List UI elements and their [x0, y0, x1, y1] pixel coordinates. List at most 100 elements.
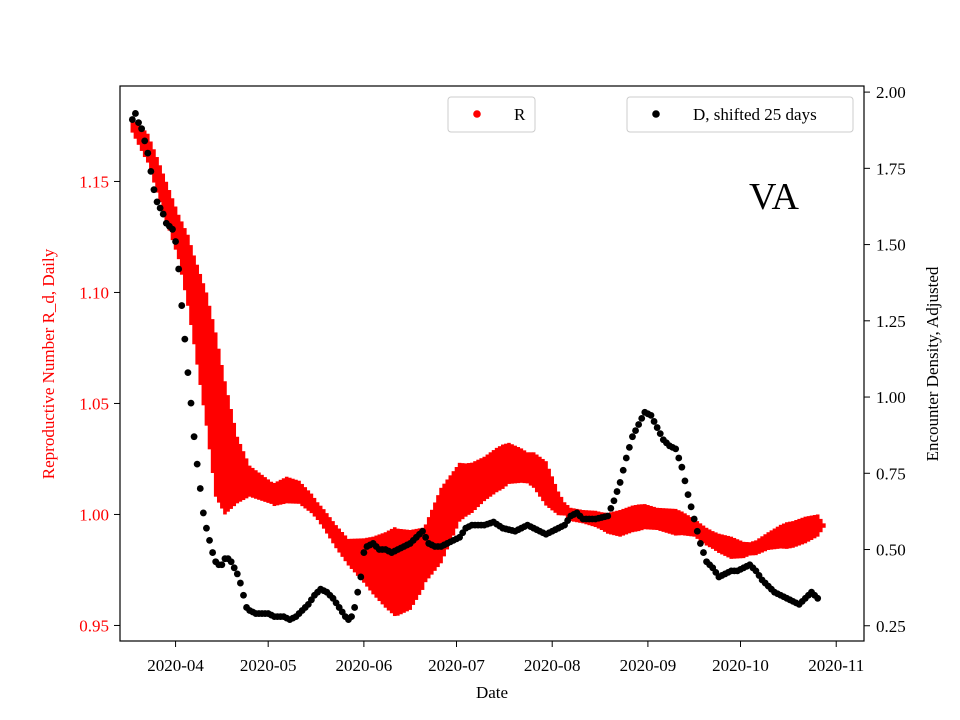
legend-d-label: D, shifted 25 days	[693, 105, 817, 124]
d-point	[354, 588, 362, 596]
r-errorbar	[794, 520, 798, 547]
r-errorbar	[806, 516, 811, 542]
r-errorbar	[664, 508, 669, 533]
d-point	[184, 369, 192, 377]
d-point	[622, 454, 630, 462]
left-y-tick-label: 0.95	[79, 616, 109, 635]
x-axis: 2020-04 2020-05 2020-06 2020-07 2020-08 2020-…	[147, 641, 864, 675]
r-errorbar	[349, 538, 354, 569]
r-errorbar	[411, 529, 416, 605]
r-errorbar	[260, 474, 264, 501]
d-point	[357, 573, 365, 581]
r-errorbar	[479, 458, 483, 505]
r-errorbar	[149, 141, 153, 173]
r-errorbar	[630, 505, 635, 533]
r-errorbar	[405, 529, 409, 612]
d-point	[681, 477, 689, 485]
r-errorbar	[204, 292, 209, 426]
r-errorbar	[312, 497, 317, 517]
r-errorbar	[186, 234, 190, 306]
d-point	[175, 265, 183, 273]
r-errorbar	[717, 533, 721, 553]
r-errorbar	[686, 515, 690, 536]
right-y-tick-label: 1.75	[876, 159, 906, 178]
r-errorbar	[624, 507, 629, 535]
right-y-tick-label: 2.00	[876, 83, 906, 102]
r-errorbar	[306, 490, 311, 511]
r-errorbar	[510, 444, 514, 484]
r-errorbar	[244, 458, 249, 499]
r-errorbar	[325, 513, 329, 534]
r-errorbar	[738, 540, 743, 559]
r-errorbar	[473, 461, 477, 511]
d-point	[422, 533, 430, 541]
r-errorbar	[380, 533, 385, 605]
r-errorbar	[226, 395, 230, 512]
r-errorbar	[516, 447, 521, 484]
r-errorbar	[352, 538, 357, 573]
d-point	[647, 411, 655, 419]
r-errorbar	[797, 518, 801, 546]
r-errorbar	[670, 508, 675, 535]
r-errorbar	[284, 476, 289, 504]
r-errorbar	[565, 505, 570, 519]
r-errorbar	[374, 535, 379, 598]
r-errorbar	[729, 536, 734, 559]
r-errorbar	[612, 511, 616, 536]
r-errorbar	[476, 459, 480, 508]
x-tick-label: 2020-04	[147, 656, 204, 675]
right-y-tick-label: 0.75	[876, 464, 906, 483]
right-y-tick-label: 1.25	[876, 312, 906, 331]
r-errorbar	[346, 538, 351, 566]
r-errorbar	[655, 507, 659, 530]
d-point	[700, 549, 707, 556]
r-errorbar	[507, 442, 511, 484]
plot-frame	[119, 85, 865, 642]
r-errorbar	[692, 518, 697, 537]
r-errorbar	[216, 348, 221, 503]
legend-r-box	[447, 96, 536, 133]
r-errorbar	[358, 538, 363, 580]
x-tick-label: 2020-10	[712, 656, 769, 675]
r-errorbar	[291, 478, 295, 504]
r-errorbar	[238, 443, 243, 502]
r-errorbar	[723, 535, 727, 556]
r-errorbar	[497, 446, 502, 491]
r-errorbar	[368, 537, 372, 591]
r-errorbar	[760, 536, 764, 553]
r-errorbar	[365, 537, 369, 587]
d-point	[625, 443, 633, 451]
r-errorbar	[439, 487, 443, 564]
r-errorbar	[331, 521, 335, 544]
r-errorbar	[605, 512, 610, 534]
d-point	[419, 527, 426, 535]
r-errorbar	[167, 190, 172, 231]
r-errorbar	[362, 538, 366, 583]
right-y-tick-label: 0.25	[876, 617, 906, 636]
r-errorbar	[531, 452, 536, 488]
r-errorbar	[707, 529, 712, 548]
r-errorbar	[161, 173, 166, 212]
d-point	[150, 186, 158, 194]
r-errorbar	[343, 535, 348, 562]
r-errorbar	[383, 532, 388, 608]
r-errorbar	[183, 228, 187, 291]
legend-d-marker	[652, 110, 660, 118]
r-errorbar	[303, 487, 308, 509]
r-errorbar	[778, 524, 783, 549]
r-errorbar	[457, 462, 462, 522]
r-errorbar	[207, 305, 212, 450]
r-errorbar	[652, 506, 656, 530]
r-errorbar	[488, 452, 493, 497]
r-errorbar	[726, 535, 730, 558]
d-point	[193, 460, 201, 468]
d-point	[230, 564, 238, 572]
r-errorbar	[189, 245, 193, 326]
r-errorbar	[482, 456, 487, 502]
r-errorbar	[815, 514, 820, 537]
d-point	[236, 579, 244, 587]
r-errorbar	[609, 512, 613, 535]
r-errorbar	[667, 508, 672, 534]
r-errorbar	[278, 479, 283, 505]
